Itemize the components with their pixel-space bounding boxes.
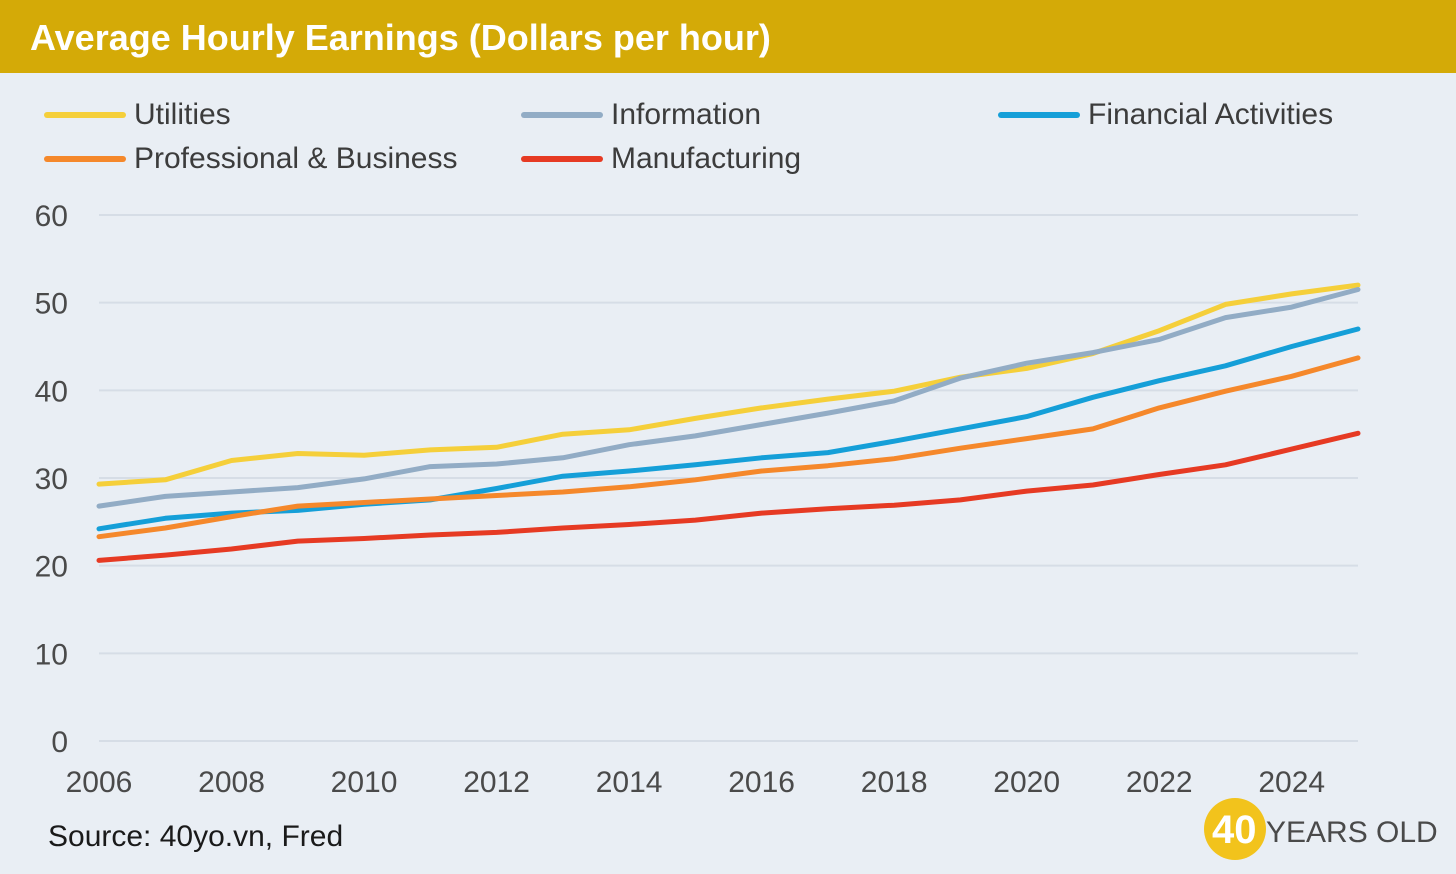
x-tick-label-2022: 2022 <box>1126 766 1193 799</box>
series-line-manufacturing <box>96 430 1361 563</box>
legend-label-utilities: Utilities <box>134 98 231 131</box>
series-line-utilities <box>96 282 1361 487</box>
logo-text: YEARS OLD <box>1266 816 1438 849</box>
legend-swatch-professional-business <box>44 156 126 162</box>
legend-swatch-utilities <box>44 112 126 118</box>
legend-label-manufacturing: Manufacturing <box>611 142 802 175</box>
legend-swatch-financial-activities <box>998 112 1080 118</box>
title-bar: Average Hourly Earnings (Dollars per hou… <box>0 0 1456 73</box>
chart-title: Average Hourly Earnings (Dollars per hou… <box>30 17 771 58</box>
x-tick-label-2012: 2012 <box>463 766 530 799</box>
legend-swatch-information <box>521 112 603 118</box>
logo-number: 40 <box>1212 808 1257 852</box>
source-note: Source: 40yo.vn, Fred <box>48 820 344 853</box>
x-tick-label-2008: 2008 <box>198 766 265 799</box>
y-tick-label-40: 40 <box>35 375 68 408</box>
brand-logo: 40 YEARS OLD <box>1204 798 1438 862</box>
x-tick-label-2014: 2014 <box>596 766 663 799</box>
x-tick-label-2010: 2010 <box>331 766 398 799</box>
legend-label-information: Information <box>611 98 762 131</box>
x-tick-label-2016: 2016 <box>728 766 795 799</box>
logo-circle <box>1204 798 1266 860</box>
series-line-financial-activities <box>96 326 1361 532</box>
x-tick-label-2020: 2020 <box>993 766 1060 799</box>
x-tick-label-2018: 2018 <box>861 766 928 799</box>
y-tick-label-0: 0 <box>51 726 68 759</box>
y-tick-label-50: 50 <box>35 288 68 321</box>
legend-swatch-manufacturing <box>521 156 603 162</box>
series-line-professional-business <box>96 355 1361 540</box>
y-tick-label-30: 30 <box>35 463 68 496</box>
y-tick-label-60: 60 <box>35 200 68 233</box>
series-line-information <box>96 287 1361 509</box>
x-tick-label-2024: 2024 <box>1258 766 1325 799</box>
x-tick-label-2006: 2006 <box>66 766 133 799</box>
y-tick-label-10: 10 <box>35 638 68 671</box>
legend-label-financial-activities: Financial Activities <box>1088 98 1334 131</box>
y-tick-label-20: 20 <box>35 551 68 584</box>
legend-label-professional-business: Professional & Business <box>134 142 458 175</box>
